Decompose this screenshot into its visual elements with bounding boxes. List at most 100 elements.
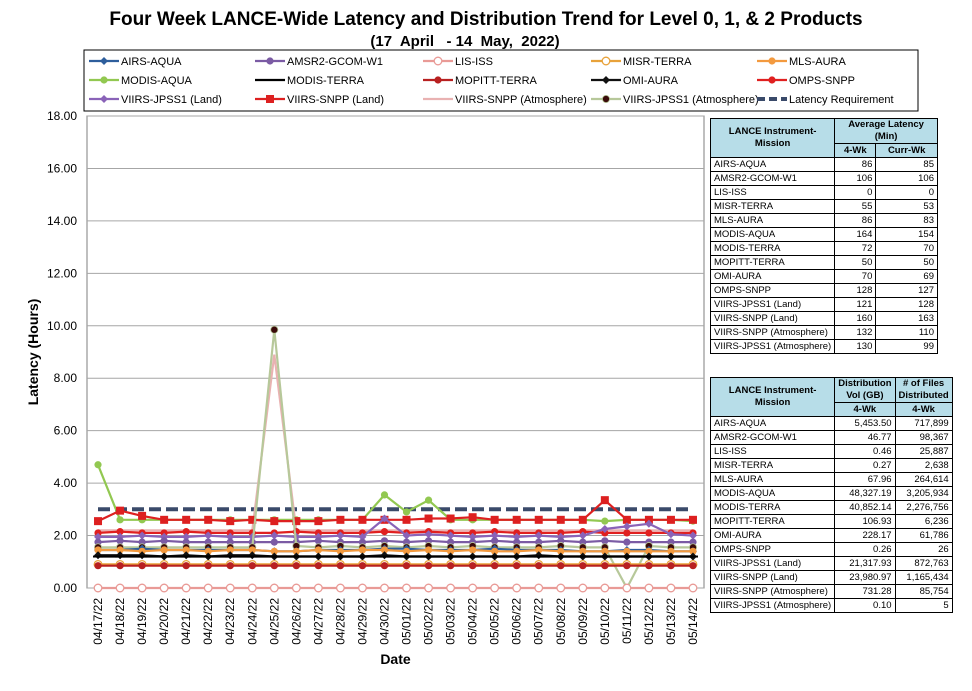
value-cell: 6,236 xyxy=(894,514,953,529)
value-cell: 128 xyxy=(834,283,877,298)
legend-marker xyxy=(266,95,274,103)
data-point xyxy=(270,325,279,334)
value-cell: 0.27 xyxy=(834,458,896,473)
value-cell: 130 xyxy=(834,339,877,354)
data-point xyxy=(534,531,543,540)
value-cell: 2,638 xyxy=(894,458,953,473)
mission-cell: MODIS-TERRA xyxy=(709,241,836,256)
data-point xyxy=(357,555,368,558)
data-point xyxy=(313,555,324,558)
x-tick-label: 05/13/22 xyxy=(664,598,678,645)
data-point xyxy=(358,532,367,541)
data-point xyxy=(380,583,389,593)
data-point xyxy=(600,525,609,533)
legend-item: MODIS-AQUA xyxy=(89,75,193,87)
data-point xyxy=(204,515,213,524)
value-cell: 86 xyxy=(834,157,877,172)
mission-cell: VIIRS-JPSS1 (Atmosphere) xyxy=(709,598,836,613)
data-point xyxy=(490,515,499,524)
data-point xyxy=(358,546,367,554)
data-point xyxy=(160,562,168,570)
mission-cell: MISR-TERRA xyxy=(709,458,836,473)
data-point xyxy=(491,547,499,555)
x-tick-label: 04/18/22 xyxy=(113,598,127,645)
data-point xyxy=(511,555,522,558)
value-cell: 0.26 xyxy=(834,542,896,557)
data-point xyxy=(601,562,609,570)
legend-item: VIIRS-JPSS1 (Land) xyxy=(89,94,222,106)
mission-cell: LIS-ISS xyxy=(709,185,836,200)
data-point xyxy=(667,562,675,570)
data-point xyxy=(93,555,104,558)
data-point xyxy=(643,555,654,558)
data-point xyxy=(247,583,257,593)
x-tick-label: 04/22/22 xyxy=(201,598,215,645)
x-tick-label: 04/28/22 xyxy=(333,598,347,645)
y-tick-label: 12.00 xyxy=(47,266,77,280)
mission-cell: VIIRS-SNPP (Land) xyxy=(709,570,836,585)
x-tick-label: 04/20/22 xyxy=(157,598,171,645)
y-tick-label: 10.00 xyxy=(47,319,77,333)
value-cell: 26 xyxy=(894,542,953,557)
data-point xyxy=(446,514,455,523)
value-cell: 106 xyxy=(834,171,877,186)
y-tick-label: 6.00 xyxy=(54,424,78,438)
data-point xyxy=(94,461,102,469)
value-cell: 50 xyxy=(875,255,938,270)
distribution-row: VIIRS-SNPP (Land) 23,980.97 1,165,434 xyxy=(709,570,953,585)
data-point xyxy=(489,555,500,558)
value-cell: 5,453.50 xyxy=(834,416,896,431)
data-point xyxy=(424,530,433,539)
legend-label: AIRS-AQUA xyxy=(121,56,182,68)
data-point xyxy=(203,555,214,558)
data-point xyxy=(94,562,102,570)
mission-cell: VIIRS-JPSS1 (Atmosphere) xyxy=(709,339,836,354)
x-tick-label: 04/29/22 xyxy=(355,598,369,645)
legend-label: MOPITT-TERRA xyxy=(455,75,538,87)
data-point xyxy=(601,517,609,525)
data-point xyxy=(292,517,301,526)
data-point xyxy=(336,547,345,555)
value-cell: 154 xyxy=(875,227,938,242)
value-cell: 83 xyxy=(875,213,938,228)
value-cell: 3,205,934 xyxy=(894,486,953,501)
data-point xyxy=(687,555,698,558)
latency-table-sub-4wk: 4-Wk xyxy=(834,143,877,158)
series-line xyxy=(98,548,693,553)
latency-table-header-mission: LANCE Instrument-Mission xyxy=(709,118,836,158)
value-cell: 69 xyxy=(875,269,938,284)
mission-cell: LIS-ISS xyxy=(709,444,836,459)
legend-label: MODIS-AQUA xyxy=(121,75,193,87)
data-point xyxy=(424,583,434,593)
mission-cell: OMI-AURA xyxy=(709,269,836,284)
data-point xyxy=(336,531,345,540)
latency-row: OMPS-SNPP 128 127 xyxy=(709,283,938,298)
legend-label: MISR-TERRA xyxy=(623,56,692,68)
distribution-row: OMPS-SNPP 0.26 26 xyxy=(709,542,953,557)
data-point xyxy=(335,583,345,593)
data-point xyxy=(226,532,235,541)
data-point xyxy=(424,546,433,554)
data-point xyxy=(423,555,434,558)
value-cell: 21,317.93 xyxy=(834,556,896,571)
data-point xyxy=(490,583,500,593)
data-point xyxy=(270,531,279,540)
data-point xyxy=(623,547,631,555)
data-point xyxy=(269,555,280,558)
data-point xyxy=(159,583,169,593)
data-point xyxy=(601,537,609,545)
legend-label: VIIRS-SNPP (Atmosphere) xyxy=(455,94,587,106)
x-tick-label: 04/27/22 xyxy=(311,598,325,645)
value-cell: 121 xyxy=(834,297,877,312)
value-cell: 128 xyxy=(875,297,938,312)
data-point xyxy=(270,562,278,570)
series-mopitt-terra xyxy=(94,562,697,570)
data-point xyxy=(666,583,676,593)
data-point xyxy=(469,546,477,554)
value-cell: 50 xyxy=(834,255,877,270)
data-point xyxy=(204,562,212,570)
mission-cell: MISR-TERRA xyxy=(709,199,836,214)
legend-label: MLS-AURA xyxy=(789,56,847,68)
value-cell: 110 xyxy=(875,325,938,340)
legend-item: OMI-AURA xyxy=(591,75,679,87)
